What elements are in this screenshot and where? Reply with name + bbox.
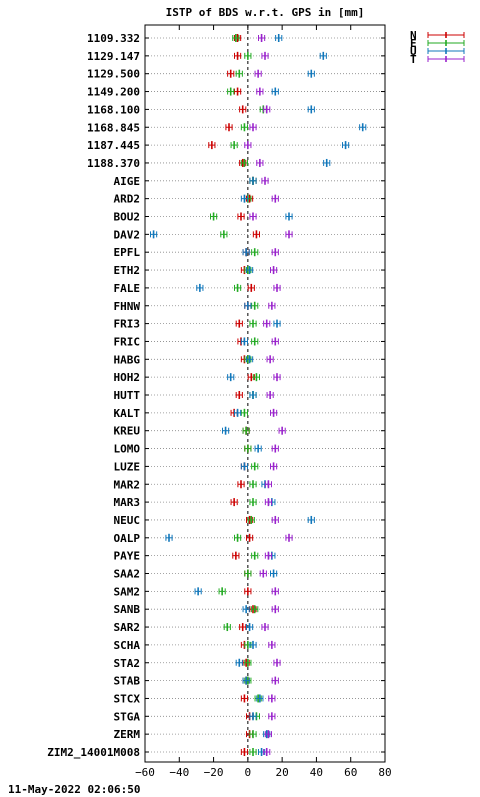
- legend-label: U: [410, 45, 417, 58]
- y-category-label: 1168.845: [87, 121, 140, 134]
- y-category-label: ZIM2_14001M008: [47, 746, 140, 759]
- y-category-label: 1109.332: [87, 32, 140, 45]
- y-category-label: ZERM: [114, 728, 141, 741]
- y-category-label: HOH2: [114, 371, 141, 384]
- x-tick-label: 20: [276, 766, 289, 779]
- y-category-label: ARD2: [114, 193, 141, 206]
- y-category-label: ETH2: [114, 264, 141, 277]
- y-category-label: EPFL: [114, 246, 141, 259]
- y-category-label: 1187.445: [87, 139, 140, 152]
- y-category-label: SAR2: [114, 621, 141, 634]
- y-category-label: FALE: [114, 282, 141, 295]
- y-category-label: SAM2: [114, 585, 141, 598]
- x-tick-label: 80: [378, 766, 391, 779]
- y-category-label: HABG: [114, 353, 141, 366]
- y-category-label: PAYE: [114, 550, 141, 563]
- timestamp: 11-May-2022 02:06:50: [8, 783, 141, 796]
- y-category-label: FHNW: [114, 300, 141, 313]
- y-category-label: LUZE: [114, 460, 141, 473]
- y-category-label: SAA2: [114, 568, 141, 581]
- y-category-label: 1129.500: [87, 68, 140, 81]
- y-category-label: OALP: [114, 532, 141, 545]
- x-tick-label: 60: [344, 766, 357, 779]
- y-category-label: 1149.200: [87, 86, 140, 99]
- legend-label: T: [410, 53, 417, 66]
- x-tick-label: −40: [169, 766, 189, 779]
- y-category-label: HUTT: [114, 389, 141, 402]
- x-tick-label: 40: [310, 766, 323, 779]
- legend-label: N: [410, 29, 417, 42]
- y-category-label: STCX: [114, 692, 141, 705]
- y-category-label: MAR3: [114, 496, 141, 509]
- y-category-label: STGA: [114, 710, 141, 723]
- y-category-label: DAV2: [114, 228, 141, 241]
- y-category-label: MAR2: [114, 478, 141, 491]
- y-category-label: KALT: [114, 407, 141, 420]
- legend-label: E: [410, 37, 417, 50]
- y-category-label: FRIC: [114, 335, 141, 348]
- y-category-label: 1168.100: [87, 103, 140, 116]
- y-category-label: SCHA: [114, 639, 141, 652]
- y-category-label: STAB: [114, 675, 141, 688]
- y-category-label: LOMO: [114, 443, 141, 456]
- x-tick-label: −20: [204, 766, 224, 779]
- x-tick-label: −60: [135, 766, 155, 779]
- y-category-label: SANB: [114, 603, 141, 616]
- x-tick-label: 0: [245, 766, 252, 779]
- chart-title: ISTP of BDS w.r.t. GPS in [mm]: [165, 6, 365, 19]
- y-category-label: 1129.147: [87, 50, 140, 63]
- y-category-label: STA2: [114, 657, 141, 670]
- y-category-label: FRI3: [114, 318, 141, 331]
- y-category-label: NEUC: [114, 514, 141, 527]
- plot-frame: [144, 24, 386, 763]
- y-category-label: AIGE: [114, 175, 141, 188]
- y-category-label: KREU: [114, 425, 141, 438]
- y-category-label: 1188.370: [87, 157, 140, 170]
- y-category-label: BOU2: [114, 211, 141, 224]
